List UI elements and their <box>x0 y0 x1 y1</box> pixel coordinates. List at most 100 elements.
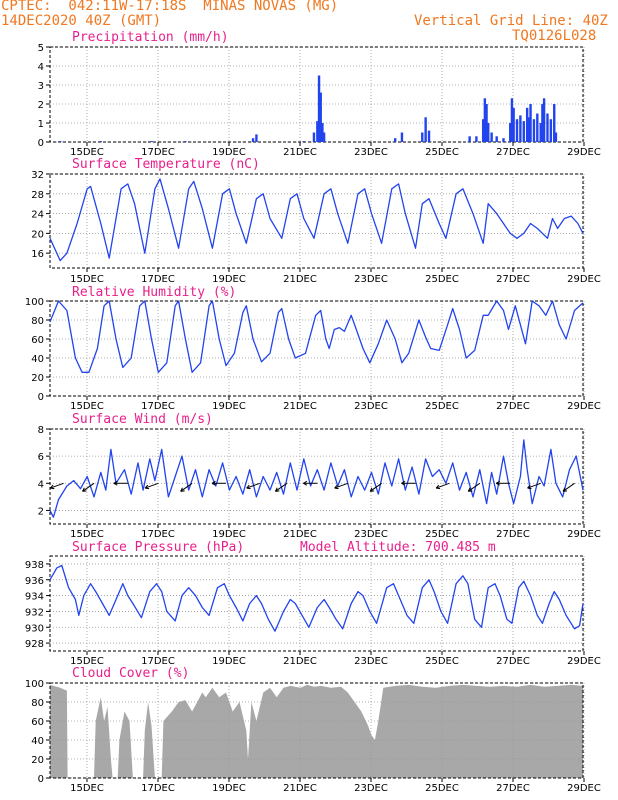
wind-arrow-head <box>303 480 308 486</box>
wind-arrow-head <box>496 480 500 486</box>
wind-arrow-head <box>562 487 568 492</box>
rh-ytick-label: 40 <box>31 354 44 365</box>
cloud-ytick-label: 60 <box>31 717 44 728</box>
wind-arrow-head <box>435 484 441 490</box>
precip-ytick-label: 2 <box>38 100 44 111</box>
rh-ytick-label: 0 <box>38 392 44 403</box>
rh-xtick-label: 23DEC <box>354 401 388 412</box>
wind-arrow <box>50 482 64 489</box>
precip-bar <box>519 115 522 142</box>
precip-bar <box>251 138 255 142</box>
rh-ytick-label: 20 <box>31 373 44 384</box>
rh-xtick-label: 27DEC <box>496 401 530 412</box>
temp-xtick-label: 17DEC <box>141 274 175 285</box>
temp-xtick-label: 25DEC <box>425 274 459 285</box>
temp-ytick-label: 28 <box>31 190 44 201</box>
precip-bar <box>150 141 153 142</box>
run-time-header: 14DEC2020 40Z (GMT) <box>1 13 162 29</box>
wind-arrow-head <box>527 484 532 490</box>
temp-xtick-label: 19DEC <box>212 274 246 285</box>
temp-xtick-label: 27DEC <box>496 274 530 285</box>
cloud-ytick-label: 100 <box>25 679 44 690</box>
rh-xtick-label: 17DEC <box>141 401 175 412</box>
wind-arrow <box>527 482 541 489</box>
wind-arrow-head <box>144 484 150 490</box>
precip-bar <box>522 121 525 142</box>
precip-bar <box>487 123 490 142</box>
precip-bar <box>58 141 62 142</box>
wind-xtick-label: 29DEC <box>567 529 601 540</box>
wind-arrow-head <box>82 487 87 492</box>
precip-xtick-label: 15DEC <box>70 147 104 158</box>
precip-ytick-label: 3 <box>38 81 44 92</box>
precip-title: Precipitation (mm/h) <box>72 30 229 45</box>
precip-xtick-label: 29DEC <box>567 147 601 158</box>
cloud-title: Cloud Cover (%) <box>72 666 189 681</box>
pres-xtick-label: 21DEC <box>283 656 317 667</box>
precip-bar <box>393 138 397 142</box>
temp-ytick-label: 20 <box>31 229 44 240</box>
precip-bar <box>302 141 306 142</box>
temp-ytick-label: 16 <box>31 249 44 260</box>
pres-ytick-label: 934 <box>25 592 44 603</box>
precip-bar <box>490 132 493 142</box>
precip-bar <box>468 136 471 142</box>
wind-arrow-head <box>180 487 185 492</box>
precip-frame <box>49 46 584 143</box>
cloud-xtick-label: 25DEC <box>425 783 459 794</box>
cloud-xtick-label: 27DEC <box>496 783 530 794</box>
wind-title: Surface Wind (m/s) <box>72 412 213 427</box>
temp-ytick-label: 24 <box>31 210 44 221</box>
model-code: TQ0126L028 <box>512 28 597 44</box>
precip-bar <box>527 117 531 142</box>
pres-xtick-label: 23DEC <box>354 656 388 667</box>
precip-bar <box>317 75 321 142</box>
wind-arrow <box>369 482 382 492</box>
pres-line <box>49 564 584 632</box>
precip-bar <box>529 104 532 142</box>
precip-bar <box>510 98 514 142</box>
wind-arrow <box>468 482 481 492</box>
wind-xtick-label: 17DEC <box>141 529 175 540</box>
pres-ytick-label: 932 <box>25 607 44 618</box>
wind-xtick-label: 23DEC <box>354 529 388 540</box>
precip-bar <box>255 134 258 142</box>
wind-arrow <box>436 482 450 489</box>
wind-xtick-label: 25DEC <box>425 529 459 540</box>
precip-bar <box>525 107 529 142</box>
rh-xtick-label: 15DEC <box>70 401 104 412</box>
precip-bar <box>312 132 316 142</box>
rh-frame <box>49 300 584 397</box>
precip-bar <box>400 132 404 142</box>
cloud-xtick-label: 19DEC <box>212 783 246 794</box>
cloud-xtick-label: 23DEC <box>354 783 388 794</box>
cloud-ytick-label: 0 <box>38 774 44 785</box>
temp-xtick-label: 29DEC <box>567 274 601 285</box>
pres-xtick-label: 15DEC <box>70 656 104 667</box>
wind-arrow-head <box>274 487 280 492</box>
wind-arrow-head <box>334 484 339 490</box>
precip-ytick-label: 5 <box>38 43 44 54</box>
pres-title: Surface Pressure (hPa) <box>72 540 244 555</box>
pres-ytick-label: 930 <box>25 623 44 634</box>
rh-line <box>49 300 584 373</box>
precip-bar <box>541 104 544 142</box>
wind-arrow <box>180 482 193 492</box>
cloud-xtick-label: 21DEC <box>283 783 317 794</box>
pres-ytick-label: 928 <box>25 639 44 650</box>
precip-bar <box>512 107 515 142</box>
precip-ytick-label: 1 <box>38 119 44 130</box>
wind-arrow-head <box>369 487 375 492</box>
wind-arrow <box>275 482 288 492</box>
rh-ytick-label: 100 <box>25 297 44 308</box>
cloud-ytick-label: 80 <box>31 698 44 709</box>
precip-xtick-label: 19DEC <box>212 147 246 158</box>
precip-bar <box>485 104 488 142</box>
precip-xtick-label: 21DEC <box>283 147 317 158</box>
cloud-ytick-label: 20 <box>31 755 44 766</box>
precip-bar <box>546 113 549 142</box>
precip-bar <box>424 117 427 142</box>
temp-frame <box>49 173 584 269</box>
precip-bar <box>316 121 319 142</box>
